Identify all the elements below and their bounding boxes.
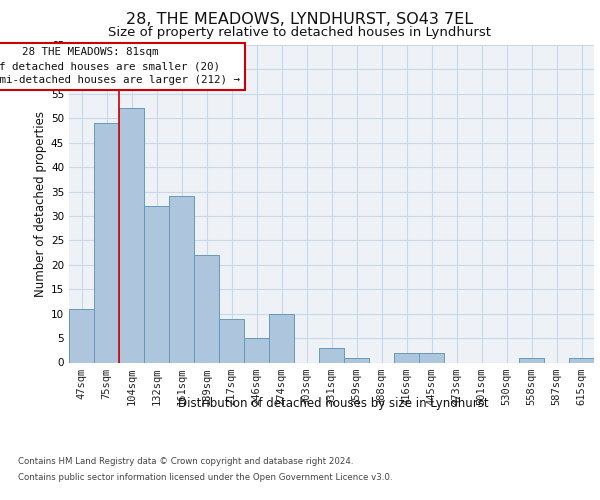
Bar: [94, 123, 119, 362]
Bar: [219, 318, 244, 362]
Bar: [344, 358, 369, 362]
Bar: [194, 255, 219, 362]
Bar: [269, 314, 294, 362]
Text: 28 THE MEADOWS: 81sqm
← 9% of detached houses are smaller (20)
91% of semi-detac: 28 THE MEADOWS: 81sqm ← 9% of detached h…: [0, 48, 240, 86]
Bar: [69, 309, 94, 362]
Bar: [519, 358, 544, 362]
Text: Size of property relative to detached houses in Lyndhurst: Size of property relative to detached ho…: [109, 26, 491, 39]
Y-axis label: Number of detached properties: Number of detached properties: [34, 111, 47, 296]
Bar: [169, 196, 194, 362]
Text: Contains HM Land Registry data © Crown copyright and database right 2024.: Contains HM Land Registry data © Crown c…: [18, 458, 353, 466]
Text: 28, THE MEADOWS, LYNDHURST, SO43 7EL: 28, THE MEADOWS, LYNDHURST, SO43 7EL: [127, 12, 473, 28]
Bar: [319, 348, 344, 362]
Bar: [419, 352, 444, 362]
Bar: [569, 358, 594, 362]
Text: Distribution of detached houses by size in Lyndhurst: Distribution of detached houses by size …: [178, 398, 488, 410]
Bar: [119, 108, 144, 362]
Bar: [244, 338, 269, 362]
Bar: [394, 352, 419, 362]
Text: Contains public sector information licensed under the Open Government Licence v3: Contains public sector information licen…: [18, 472, 392, 482]
Bar: [144, 206, 169, 362]
